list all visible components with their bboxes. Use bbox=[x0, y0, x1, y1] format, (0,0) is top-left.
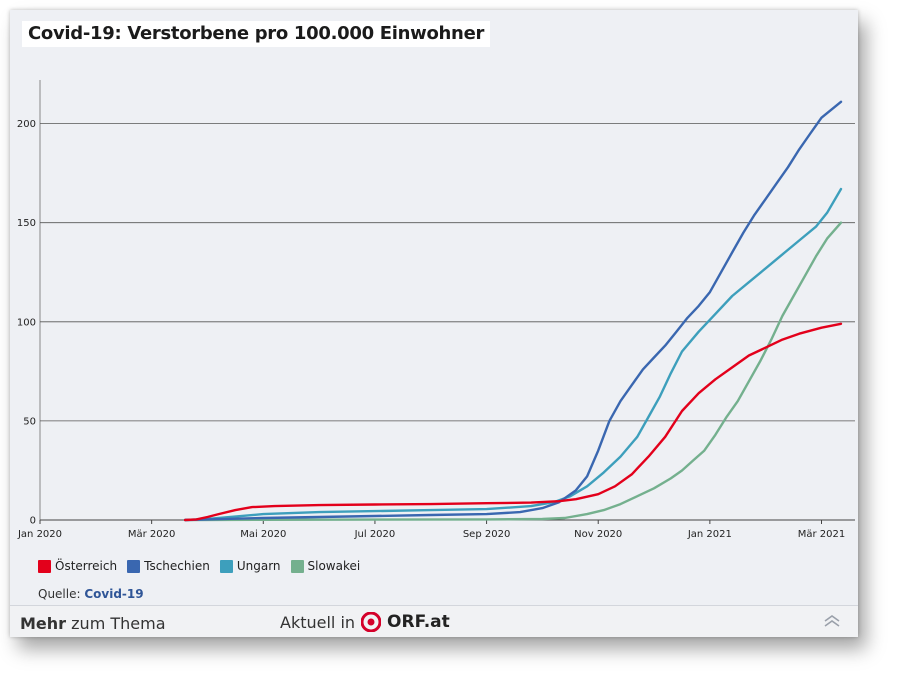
series-line-slowakei bbox=[183, 221, 843, 522]
title-box: Covid-19: Verstorbene pro 100.000 Einwoh… bbox=[22, 21, 491, 47]
y-tick-label: 100 bbox=[17, 317, 36, 328]
legend: Österreich Tschechien Ungarn Slowakei bbox=[38, 559, 360, 573]
x-tick-label: Jul 2020 bbox=[354, 529, 396, 540]
x-tick-label: Mär 2020 bbox=[128, 529, 176, 540]
y-tick-label: 150 bbox=[17, 218, 36, 229]
x-tick-label: Jan 2020 bbox=[17, 529, 62, 540]
orf-label: ORF.at bbox=[387, 612, 450, 632]
legend-item-ungarn[interactable]: Ungarn bbox=[219, 559, 281, 573]
legend-item-oesterreich[interactable]: Österreich bbox=[38, 559, 117, 573]
collapse-chevrons-icon[interactable] bbox=[822, 612, 842, 630]
legend-swatch bbox=[127, 559, 141, 573]
line-chart: 0 50 100 150 200 Jan 2020 Mär 2020 Mai 2020 Jul … bbox=[17, 80, 855, 540]
legend-label: Tschechien bbox=[144, 559, 210, 573]
x-tick-label: Jan 2021 bbox=[687, 529, 732, 540]
legend-label: Slowakei bbox=[307, 559, 361, 573]
chart-card: Covid-19: Verstorbene pro 100.000 Einwoh… bbox=[10, 10, 858, 637]
series-line-oesterreich bbox=[183, 322, 843, 522]
orf-logo-icon bbox=[361, 612, 382, 632]
footer-bar: Mehr zum Thema Aktuell in ORF.at bbox=[10, 605, 858, 637]
legend-label: Ungarn bbox=[236, 559, 281, 573]
series-line-ungarn bbox=[183, 187, 843, 522]
source-prefix: Quelle: bbox=[38, 587, 81, 601]
aktuell-in-label: Aktuell in bbox=[280, 612, 356, 632]
aktuell-in-orf-link[interactable]: Aktuell in ORF.at bbox=[280, 612, 450, 632]
chart-title: Covid-19: Verstorbene pro 100.000 Einwoh… bbox=[28, 23, 485, 44]
x-tick-label: Mär 2021 bbox=[798, 529, 846, 540]
source-link[interactable]: Covid-19 bbox=[84, 587, 144, 601]
legend-label: Österreich bbox=[55, 559, 118, 573]
legend-swatch bbox=[290, 559, 304, 573]
y-tick-label: 0 bbox=[30, 516, 36, 527]
legend-item-tschechien[interactable]: Tschechien bbox=[127, 559, 210, 573]
legend-item-slowakei[interactable]: Slowakei bbox=[290, 559, 361, 573]
series-line-tschechien bbox=[183, 100, 843, 522]
zum-thema-label: zum Thema bbox=[71, 614, 166, 633]
x-tick-label: Sep 2020 bbox=[463, 529, 510, 540]
source-line: Quelle: Covid-19 bbox=[38, 587, 144, 601]
x-tick-label: Nov 2020 bbox=[574, 529, 622, 540]
legend-swatch bbox=[38, 559, 51, 573]
legend-swatch bbox=[219, 559, 233, 573]
x-tick-label: Mai 2020 bbox=[240, 529, 286, 540]
mehr-zum-thema-link[interactable]: Mehr zum Thema bbox=[20, 614, 166, 633]
y-tick-label: 200 bbox=[17, 119, 36, 130]
y-tick-label: 50 bbox=[23, 416, 36, 427]
mehr-label: Mehr bbox=[20, 614, 67, 633]
